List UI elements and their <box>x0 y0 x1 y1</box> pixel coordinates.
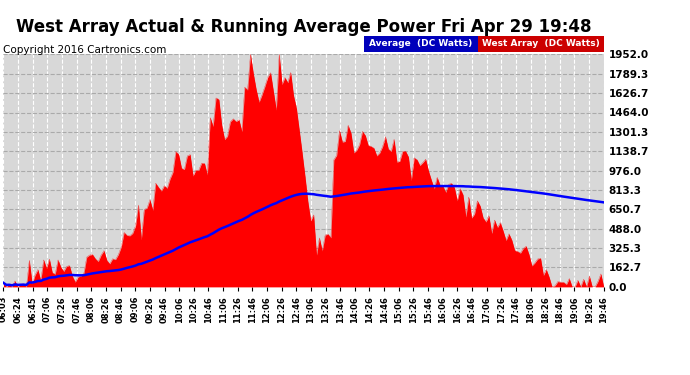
Title: West Array Actual & Running Average Power Fri Apr 29 19:48: West Array Actual & Running Average Powe… <box>16 18 591 36</box>
Text: Copyright 2016 Cartronics.com: Copyright 2016 Cartronics.com <box>3 45 167 55</box>
